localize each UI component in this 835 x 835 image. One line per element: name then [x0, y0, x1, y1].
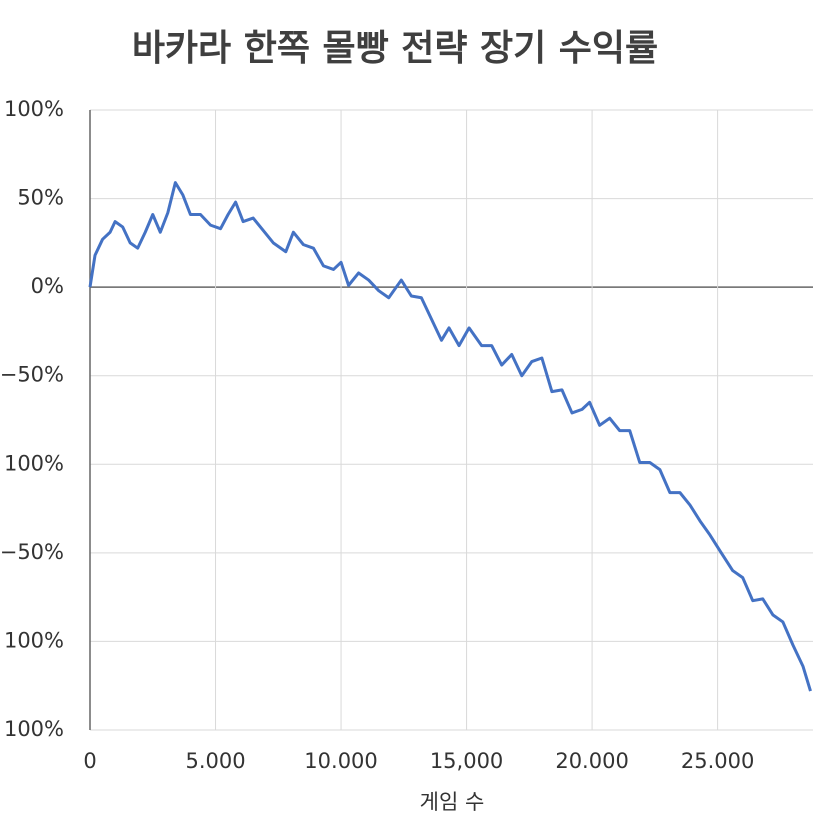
x-tick-label: 0	[83, 749, 96, 773]
x-tick-label: 25.000	[681, 749, 754, 773]
chart-title: 바카라 한쪽 몰빵 전략 장기 수익률	[132, 28, 658, 69]
data-line	[88, 181, 812, 692]
y-tick-label: 100%	[4, 628, 64, 652]
y-tick-label: 100%	[4, 717, 64, 741]
x-tick-label: 15,000	[430, 749, 503, 773]
y-tick-label: 100%	[4, 451, 64, 475]
x-tick-label: 10.000	[304, 749, 377, 773]
x-tick-label: 20.000	[555, 749, 628, 773]
y-tick-label: 50%	[17, 186, 64, 210]
y-tick-label: −50%	[0, 540, 64, 564]
y-tick-label: −50%	[0, 363, 64, 387]
y-tick-label: 0%	[31, 274, 64, 298]
y-tick-label: 100%	[4, 97, 64, 121]
x-axis-label: 게임 수	[420, 790, 485, 814]
x-tick-label: 5.000	[185, 749, 245, 773]
